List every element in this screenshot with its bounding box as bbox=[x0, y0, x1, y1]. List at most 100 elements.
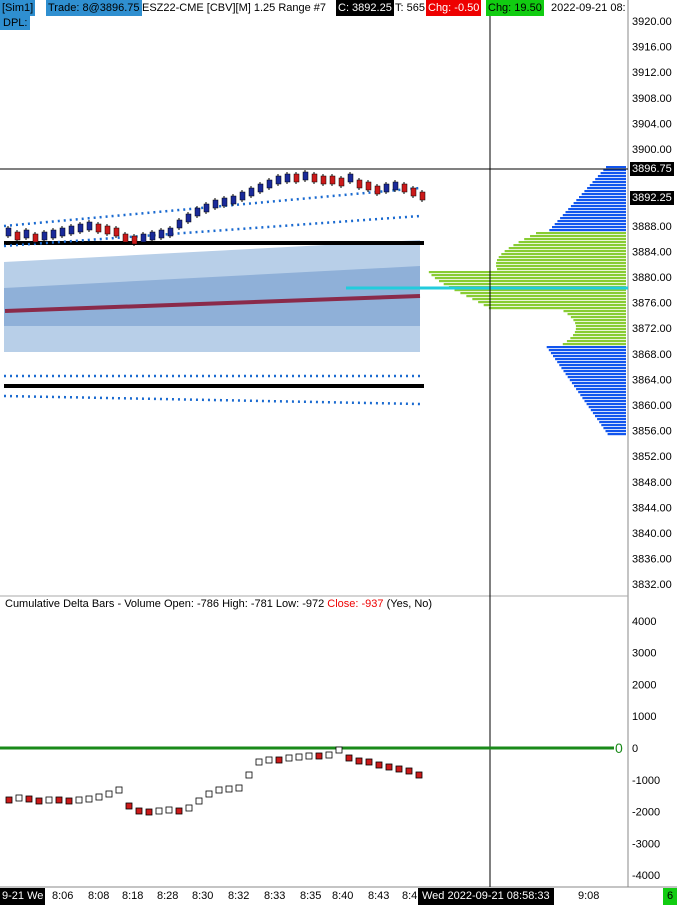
profile-bar bbox=[600, 172, 626, 175]
price-candle bbox=[41, 231, 48, 241]
delta-tick-label: 2000 bbox=[632, 679, 656, 691]
profile-bar bbox=[575, 325, 626, 328]
delta-open: Open: -786 bbox=[163, 598, 220, 610]
price-tick-label: 3844.00 bbox=[632, 502, 672, 514]
profile-bar bbox=[557, 220, 626, 223]
profile-bar bbox=[508, 247, 626, 250]
price-candle bbox=[113, 227, 120, 237]
price-axis: 3920.00 3916.00 3912.00 3908.00 3904.00 3900.… bbox=[632, 16, 672, 591]
profile-bar bbox=[554, 223, 626, 226]
profile-bar bbox=[584, 400, 626, 403]
delta-high: High: -781 bbox=[222, 598, 273, 610]
profile-bar bbox=[454, 289, 626, 292]
delta-bar bbox=[65, 797, 73, 805]
price-candle bbox=[347, 173, 354, 183]
delta-bar bbox=[235, 784, 243, 792]
price-candle bbox=[176, 219, 183, 229]
price-tick-label: 3888.00 bbox=[632, 221, 672, 233]
delta-bar bbox=[265, 756, 273, 764]
delta-bar bbox=[215, 786, 223, 794]
price-candle bbox=[194, 207, 201, 217]
profile-bar bbox=[607, 433, 626, 436]
profile-bar bbox=[550, 352, 626, 355]
price-tick-label: 3864.00 bbox=[632, 374, 672, 386]
sim-account-badge[interactable]: [Sim1] bbox=[0, 0, 36, 16]
delta-bar bbox=[15, 794, 23, 802]
price-candle bbox=[68, 225, 75, 235]
delta-bar bbox=[285, 754, 293, 762]
profile-bar bbox=[592, 412, 626, 415]
profile-bar bbox=[565, 211, 626, 214]
delta-bar bbox=[175, 807, 183, 815]
profile-bar bbox=[431, 274, 626, 277]
delta-bar bbox=[135, 807, 143, 815]
delta-bar bbox=[85, 795, 93, 803]
profile-bar bbox=[570, 205, 626, 208]
price-tick-label: 3868.00 bbox=[632, 349, 672, 361]
delta-bar bbox=[275, 756, 283, 764]
price-candle bbox=[419, 191, 426, 201]
price-candle bbox=[5, 227, 12, 237]
delta-bar bbox=[195, 797, 203, 805]
time-tick-label: 8:35 bbox=[300, 890, 322, 902]
delta-close: Close: -937 bbox=[327, 598, 384, 610]
change-badge: Chg: -0.50 bbox=[426, 0, 482, 16]
delta-bar bbox=[255, 758, 263, 766]
instrument-label[interactable]: ESZ22-CME [CBV][M] 1.25 Range #7 bbox=[142, 2, 327, 14]
profile-bar bbox=[557, 361, 626, 364]
delta-bar bbox=[385, 763, 393, 771]
delta-tick-label: -1000 bbox=[632, 775, 660, 787]
price-tick-label: 3856.00 bbox=[632, 426, 672, 438]
profile-bar bbox=[560, 217, 626, 220]
price-candle bbox=[95, 223, 102, 233]
dpl-label: DPL: bbox=[0, 16, 31, 30]
price-candle bbox=[149, 231, 156, 241]
profile-bar bbox=[567, 313, 626, 316]
time-tick-label: 8:18 bbox=[122, 890, 144, 902]
profile-bar bbox=[443, 283, 626, 286]
profile-bar bbox=[590, 409, 626, 412]
corner-indicator[interactable]: 6 bbox=[663, 888, 677, 905]
volume-profile bbox=[428, 166, 626, 436]
profile-bar bbox=[488, 307, 626, 310]
delta-bar bbox=[115, 786, 123, 794]
delta-change-badge: Chg: 19.50 bbox=[486, 0, 544, 16]
profile-bar bbox=[586, 403, 626, 406]
close-badge: C: 3892.25 bbox=[336, 0, 394, 16]
profile-bar bbox=[478, 301, 626, 304]
profile-bar bbox=[574, 385, 626, 388]
profile-bar bbox=[559, 364, 626, 367]
profile-bar bbox=[483, 304, 626, 307]
profile-bar bbox=[552, 226, 626, 229]
profile-bar bbox=[575, 322, 626, 325]
profile-bar bbox=[530, 235, 626, 238]
profile-bar bbox=[460, 292, 626, 295]
delta-params: (Yes, No) bbox=[386, 598, 433, 610]
dotted-bands bbox=[3, 186, 421, 406]
profile-bar bbox=[575, 328, 626, 331]
price-candle bbox=[50, 229, 57, 239]
price-candle bbox=[23, 229, 30, 239]
profile-bar bbox=[563, 310, 626, 313]
time-tick-label: 8:43 bbox=[368, 890, 390, 902]
price-tick-label: 3840.00 bbox=[632, 528, 672, 540]
delta-bar bbox=[45, 796, 53, 804]
profile-bar bbox=[581, 193, 626, 196]
profile-bar bbox=[573, 319, 626, 322]
profile-bar bbox=[570, 337, 626, 340]
delta-bar bbox=[95, 793, 103, 801]
profile-bar bbox=[580, 394, 626, 397]
delta-bar bbox=[25, 795, 33, 803]
profile-bar bbox=[605, 430, 626, 433]
price-candle bbox=[86, 221, 93, 231]
delta-bar bbox=[395, 765, 403, 773]
delta-bars bbox=[5, 746, 423, 816]
delta-bar bbox=[345, 754, 353, 762]
profile-bar bbox=[597, 175, 626, 178]
price-candle bbox=[365, 181, 372, 191]
time-tick-label: 8:4 bbox=[402, 890, 418, 902]
profile-bar bbox=[599, 421, 626, 424]
profile-bar bbox=[574, 331, 626, 334]
price-candle bbox=[356, 179, 363, 189]
